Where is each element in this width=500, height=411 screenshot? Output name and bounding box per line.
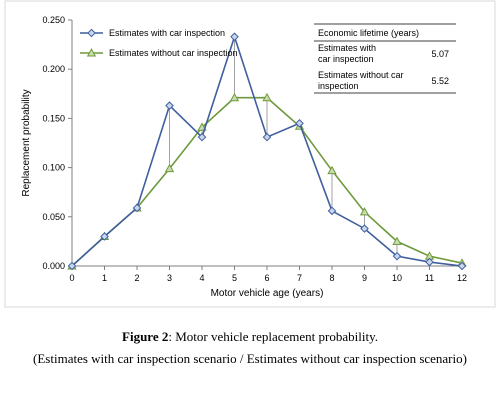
- y-tick-label: 0.200: [42, 64, 65, 74]
- data-point: [100, 232, 109, 241]
- caption-line: Figure 2: Motor vehicle replacement prob…: [0, 326, 500, 348]
- table-header: Economic lifetime (years): [318, 28, 419, 38]
- data-point: [197, 122, 207, 131]
- data-point: [392, 236, 402, 245]
- data-point: [262, 92, 272, 102]
- x-tick-label: 12: [457, 273, 467, 283]
- legend-marker: [86, 48, 97, 57]
- data-point: [359, 207, 370, 216]
- chart-frame: [4, 0, 496, 308]
- data-point: [327, 206, 337, 216]
- x-tick-label: 11: [425, 273, 434, 283]
- figure-text: : Motor vehicle replacement probability.: [168, 329, 378, 344]
- x-tick-label: 2: [134, 273, 139, 283]
- x-tick-label: 4: [199, 273, 204, 283]
- chart-area: 0.000 0.050 0.100 0.150 0.200 0.250 0 1 2 3 4 5 6 7 8 9…: [4, 0, 496, 308]
- x-axis-title: Motor vehicle age (years): [211, 288, 324, 299]
- y-tick-label: 0.100: [42, 163, 65, 173]
- legend-item: Estimates without car inspection: [80, 48, 238, 58]
- legend-marker: [87, 28, 96, 38]
- x-tick-label: 1: [102, 273, 107, 283]
- data-point: [197, 132, 207, 142]
- legend: Estimates with car inspection Estimates w…: [80, 28, 238, 58]
- data-point: [360, 224, 369, 233]
- row-label-line2: car inspection: [318, 54, 374, 64]
- x-tick-label: 0: [69, 273, 74, 283]
- data-point: [295, 119, 304, 128]
- row-value: 5.52: [431, 76, 449, 86]
- data-point: [67, 261, 77, 271]
- data-point: [230, 32, 239, 42]
- row-label-line2: inspection: [318, 81, 359, 91]
- y-tick-label: 0.050: [42, 212, 65, 222]
- x-tick-label: 6: [264, 273, 269, 283]
- data-point: [164, 163, 175, 173]
- caption-subtitle: (Estimates with car inspection scenario …: [33, 351, 467, 366]
- row-label-line1: Estimates with: [318, 43, 376, 53]
- data-point: [457, 261, 467, 271]
- x-tick-label: 5: [232, 273, 237, 283]
- y-tick-label: 0.000: [42, 261, 65, 271]
- data-point: [392, 251, 402, 261]
- data-point: [165, 101, 174, 110]
- data-point: [425, 257, 434, 267]
- x-tick-label: 10: [392, 273, 402, 283]
- series-layer: [67, 32, 467, 271]
- x-tick-label: 8: [329, 273, 334, 283]
- legend-label: Estimates without car inspection: [109, 48, 238, 58]
- y-axis-title: Replacement probability: [21, 89, 32, 196]
- series-with-inspection: [67, 32, 467, 271]
- figure-label: Figure 2: [122, 329, 169, 344]
- data-point: [262, 132, 272, 142]
- x-tick-label: 7: [297, 273, 302, 283]
- row-value: 5.07: [431, 49, 449, 59]
- economic-lifetime-table: Economic lifetime (years) Estimates withc…: [314, 23, 456, 94]
- data-point: [229, 92, 240, 102]
- data-point: [327, 165, 337, 175]
- x-tick-label: 9: [362, 273, 367, 283]
- legend-item: Estimates with car inspection: [80, 28, 225, 38]
- y-tick-label: 0.250: [42, 15, 65, 25]
- row-label-line1: Estimates without car: [318, 70, 404, 80]
- y-tick-label: 0.150: [42, 113, 65, 123]
- data-point: [132, 203, 142, 213]
- x-tick-label: 3: [167, 273, 172, 283]
- figure-caption: Figure 2: Motor vehicle replacement prob…: [0, 326, 500, 370]
- legend-label: Estimates with car inspection: [109, 28, 225, 38]
